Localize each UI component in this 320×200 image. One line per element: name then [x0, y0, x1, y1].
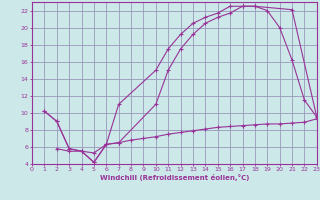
X-axis label: Windchill (Refroidissement éolien,°C): Windchill (Refroidissement éolien,°C) — [100, 174, 249, 181]
